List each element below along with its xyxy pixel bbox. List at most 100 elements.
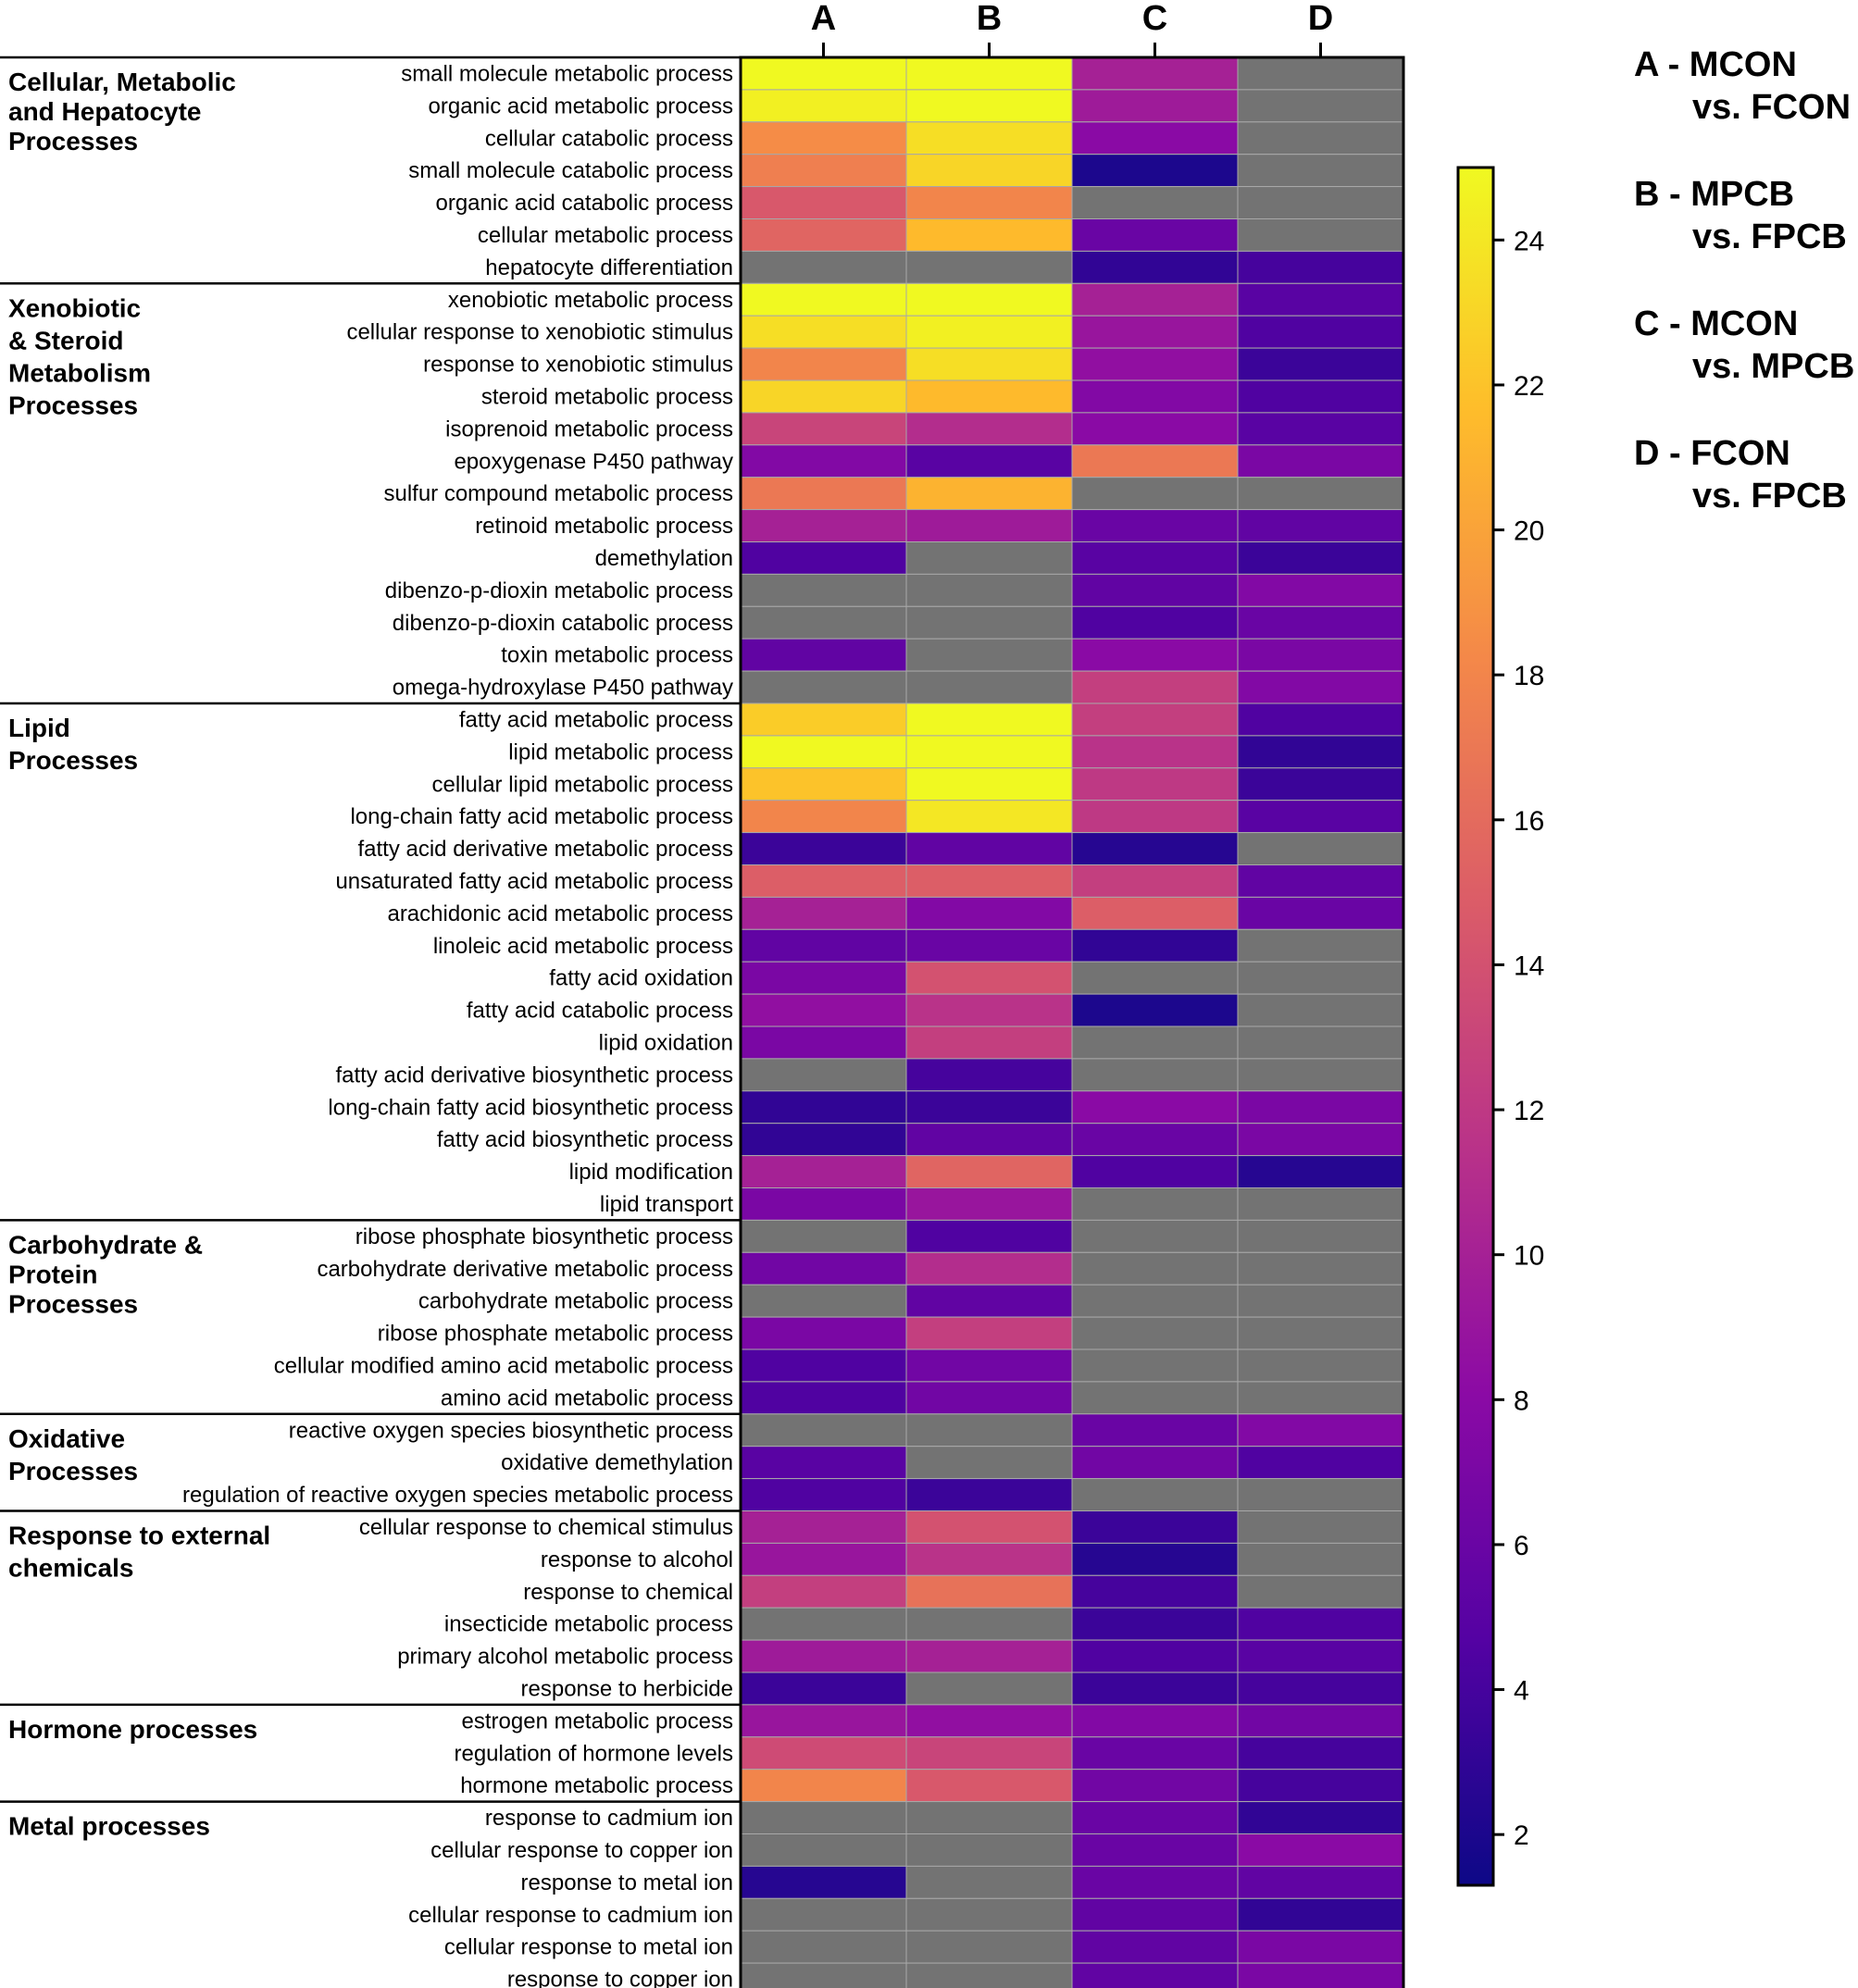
row-label: lipid metabolic process [508, 739, 733, 764]
heatmap-cell [1237, 1123, 1404, 1157]
heatmap-cell [905, 1542, 1073, 1576]
heatmap-cell [1237, 1155, 1404, 1188]
heatmap-cell [1237, 1704, 1404, 1738]
row-label: omega-hydroxylase P450 pathway [393, 676, 733, 701]
row-label: response to metal ion [521, 1870, 733, 1895]
heatmap-cell [905, 605, 1073, 640]
heatmap-cell [1237, 993, 1404, 1027]
heatmap-cell [1071, 800, 1239, 834]
heatmap-cell [1237, 509, 1404, 542]
heatmap-cell [905, 638, 1073, 672]
heatmap-cell [1071, 1123, 1239, 1157]
heatmap-cell [905, 121, 1073, 155]
heatmap-cell [740, 1316, 907, 1350]
heatmap-cell [905, 477, 1073, 511]
heatmap-cell [1237, 735, 1404, 769]
legend-line: C - MCON [1634, 304, 1798, 343]
heatmap-cell [1071, 896, 1239, 930]
heatmap-cell [905, 1510, 1073, 1544]
heatmap-cell [1237, 56, 1404, 91]
heatmap-cell [905, 282, 1073, 317]
heatmap-cell [1071, 767, 1239, 801]
heatmap-cell [740, 412, 907, 446]
heatmap-cell [1071, 1833, 1239, 1867]
heatmap-cell [1071, 347, 1239, 381]
heatmap-cell [905, 864, 1073, 898]
heatmap-cell [740, 638, 907, 672]
row-label: estrogen metabolic process [462, 1708, 733, 1733]
heatmap-cell [740, 89, 907, 123]
heatmap-cell [905, 1801, 1073, 1834]
heatmap-cell [740, 1446, 907, 1480]
row-label: regulation of reactive oxygen species me… [182, 1483, 733, 1508]
heatmap-cell [1071, 541, 1239, 575]
row-label: cellular lipid metabolic process [432, 772, 733, 797]
heatmap-cell [1237, 702, 1404, 737]
heatmap-cell [1071, 1542, 1239, 1576]
heatmap-cell [905, 541, 1073, 575]
row-label: unsaturated fatty acid metabolic process [335, 869, 733, 894]
heatmap-cell [1071, 1219, 1239, 1253]
heatmap-cell [740, 864, 907, 898]
colorbar-tick-label: 10 [1514, 1241, 1544, 1272]
heatmap-cell [905, 1607, 1073, 1641]
row-label: fatty acid oxidation [549, 966, 733, 991]
row-label: long-chain fatty acid metabolic process [350, 804, 733, 829]
colorbar-tick-label: 22 [1514, 371, 1544, 402]
colorbar-tick-label: 16 [1514, 806, 1544, 837]
legend-line: B - MPCB [1634, 175, 1794, 214]
row-label: xenobiotic metabolic process [448, 288, 733, 313]
heatmap-cell [1071, 1251, 1239, 1286]
heatmap-cell [740, 832, 907, 865]
heatmap-cell [1237, 1865, 1404, 1899]
heatmap-frame [739, 56, 1405, 1988]
heatmap-cell [905, 573, 1073, 607]
row-label: long-chain fatty acid biosynthetic proce… [328, 1095, 733, 1120]
heatmap-cell [1071, 1930, 1239, 1964]
heatmap-cell [905, 1251, 1073, 1286]
heatmap-cell [905, 412, 1073, 446]
row-label: cellular metabolic process [478, 223, 733, 248]
heatmap-cell [905, 1704, 1073, 1738]
row-label: fatty acid derivative metabolic process [357, 837, 733, 862]
group-label: Processes [8, 746, 138, 775]
heatmap-cell [1071, 638, 1239, 672]
heatmap-cell [740, 1801, 907, 1834]
heatmap-cell [1071, 928, 1239, 963]
group-label: and Hepatocyte [8, 97, 202, 126]
row-label: arachidonic acid metabolic process [387, 901, 733, 926]
heatmap-cell [1071, 282, 1239, 317]
heatmap-cell [740, 670, 907, 704]
heatmap-cell [1237, 121, 1404, 155]
heatmap-cell [905, 832, 1073, 865]
heatmap-cell [905, 961, 1073, 995]
heatmap-cell [740, 605, 907, 640]
row-label: small molecule catabolic process [408, 158, 733, 183]
heatmap-cell [1237, 1801, 1404, 1834]
heatmap-cell [1071, 1769, 1239, 1803]
group-label: Processes [8, 1289, 138, 1318]
heatmap-cell [905, 1187, 1073, 1221]
heatmap-cell [1071, 250, 1239, 284]
heatmap-cell [1237, 1962, 1404, 1988]
row-label: response to copper ion [507, 1968, 733, 1988]
row-label: amino acid metabolic process [441, 1385, 733, 1410]
heatmap-cell [740, 1478, 907, 1511]
colorbar [1456, 166, 1495, 1887]
heatmap-cell [740, 541, 907, 575]
row-label: demethylation [595, 546, 733, 571]
heatmap-cell [1237, 1025, 1404, 1060]
heatmap-cell [1237, 250, 1404, 284]
group-label: Xenobiotic [8, 293, 141, 322]
heatmap-cell [740, 121, 907, 155]
row-label: lipid modification [569, 1160, 733, 1185]
heatmap-cell [1237, 1639, 1404, 1673]
heatmap-cell [1237, 638, 1404, 672]
row-label: linoleic acid metabolic process [433, 934, 733, 959]
heatmap-cell [905, 1090, 1073, 1124]
heatmap-cell [740, 767, 907, 801]
heatmap-cell [740, 282, 907, 317]
colorbar-tick-label: 4 [1514, 1676, 1529, 1707]
heatmap-cell [1237, 605, 1404, 640]
heatmap-cell [1071, 1607, 1239, 1641]
